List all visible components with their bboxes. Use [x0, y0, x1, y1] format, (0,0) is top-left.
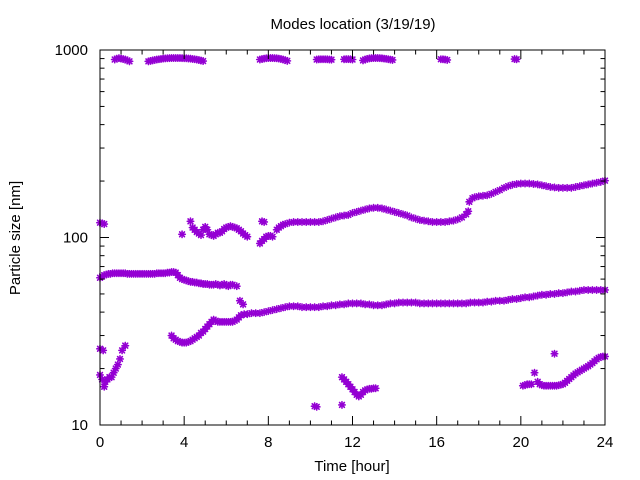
- x-tick-label: 20: [512, 434, 529, 451]
- x-tick-label: 4: [180, 434, 188, 451]
- data-point: [546, 182, 555, 191]
- data-point: [530, 368, 539, 377]
- data-point: [99, 346, 108, 355]
- data-point: [197, 231, 205, 240]
- x-tick-label: 24: [597, 434, 614, 451]
- data-point: [239, 300, 248, 309]
- data-point: [121, 341, 130, 350]
- y-axis-label: Particle size [nm]: [7, 181, 24, 295]
- data-point: [113, 360, 122, 369]
- data-point: [115, 354, 124, 363]
- data-point: [100, 220, 109, 229]
- plot-axes: 0 4 8 12 16 20 24 10 100 1000: [55, 42, 614, 451]
- data-point: [125, 57, 134, 66]
- data-point: [235, 296, 244, 305]
- data-point: [337, 400, 346, 409]
- data-point: [199, 57, 208, 66]
- data-point: [243, 232, 252, 241]
- x-tick-label: 12: [344, 434, 361, 451]
- data-point: [428, 299, 437, 308]
- x-tick-label: 8: [264, 434, 272, 451]
- data-point: [232, 282, 241, 291]
- data-point: [512, 55, 521, 64]
- data-point: [443, 55, 452, 64]
- data-point: [464, 207, 473, 216]
- data-point: [186, 217, 195, 226]
- y-tick-label: 100: [63, 230, 88, 247]
- data-point: [312, 402, 321, 411]
- plot-frame: [99, 49, 606, 426]
- data-point: [268, 232, 277, 241]
- x-tick-label: 16: [428, 434, 445, 451]
- chart-title: Modes location (3/19/19): [270, 16, 435, 33]
- data-point: [100, 382, 109, 391]
- y-tick-label: 1000: [55, 42, 88, 59]
- data-point: [283, 56, 292, 65]
- data-points: [96, 54, 610, 411]
- data-point: [388, 55, 397, 64]
- y-tick-label: 10: [71, 417, 88, 434]
- data-point: [327, 55, 336, 64]
- data-point: [260, 217, 269, 226]
- x-axis-label: Time [hour]: [314, 458, 389, 475]
- data-point: [118, 346, 127, 355]
- data-point: [178, 230, 187, 239]
- data-point: [527, 380, 536, 389]
- x-tick-label: 0: [96, 434, 104, 451]
- data-point: [575, 286, 584, 295]
- data-point: [371, 384, 380, 393]
- data-point: [550, 349, 559, 358]
